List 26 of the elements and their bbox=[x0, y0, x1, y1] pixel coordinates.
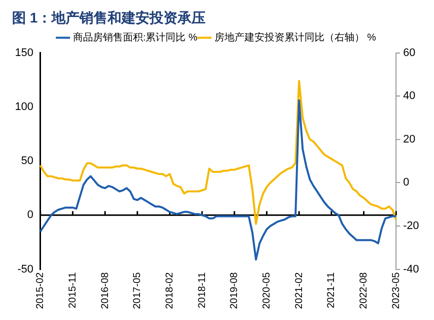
x-tick-label: 2022-08 bbox=[358, 272, 370, 310]
x-tick-label: 2023-05 bbox=[390, 272, 402, 310]
y-tick-label: 100 bbox=[14, 100, 34, 113]
y2-tick-label: 40 bbox=[403, 90, 416, 102]
legend-label: 商品房销售面积:累计同比 % bbox=[72, 32, 198, 44]
y2-tick-label: 0 bbox=[403, 176, 410, 189]
y-tick-label: 150 bbox=[14, 46, 34, 59]
y-tick-label: 50 bbox=[21, 155, 34, 168]
y2-tick-label: -20 bbox=[403, 220, 420, 232]
y-tick-label: 0 bbox=[27, 209, 34, 222]
x-tick-label: 2018-11 bbox=[196, 272, 208, 308]
x-tick-label: 2015-02 bbox=[35, 272, 46, 310]
x-tick-label: 2021-02 bbox=[294, 272, 305, 310]
y-tick-label: -50 bbox=[17, 263, 34, 276]
y2-tick-label: -40 bbox=[403, 263, 420, 276]
chart-title: 图 1：地产销售和建安投资承压 bbox=[12, 9, 206, 26]
x-tick-label: 2019-08 bbox=[229, 272, 240, 310]
x-tick-label: 2016-08 bbox=[100, 272, 111, 310]
x-tick-label: 2017-05 bbox=[132, 272, 144, 310]
x-tick-label: 2021-11 bbox=[326, 272, 338, 308]
y2-tick-label: 20 bbox=[403, 133, 416, 146]
legend-label: 房地产建安投资累计同比（右轴） % bbox=[214, 32, 376, 44]
y2-tick-label: 60 bbox=[403, 46, 416, 59]
x-tick-label: 2015-11 bbox=[67, 272, 78, 308]
x-tick-label: 2018-02 bbox=[164, 272, 176, 310]
x-tick-label: 2020-05 bbox=[261, 272, 272, 310]
